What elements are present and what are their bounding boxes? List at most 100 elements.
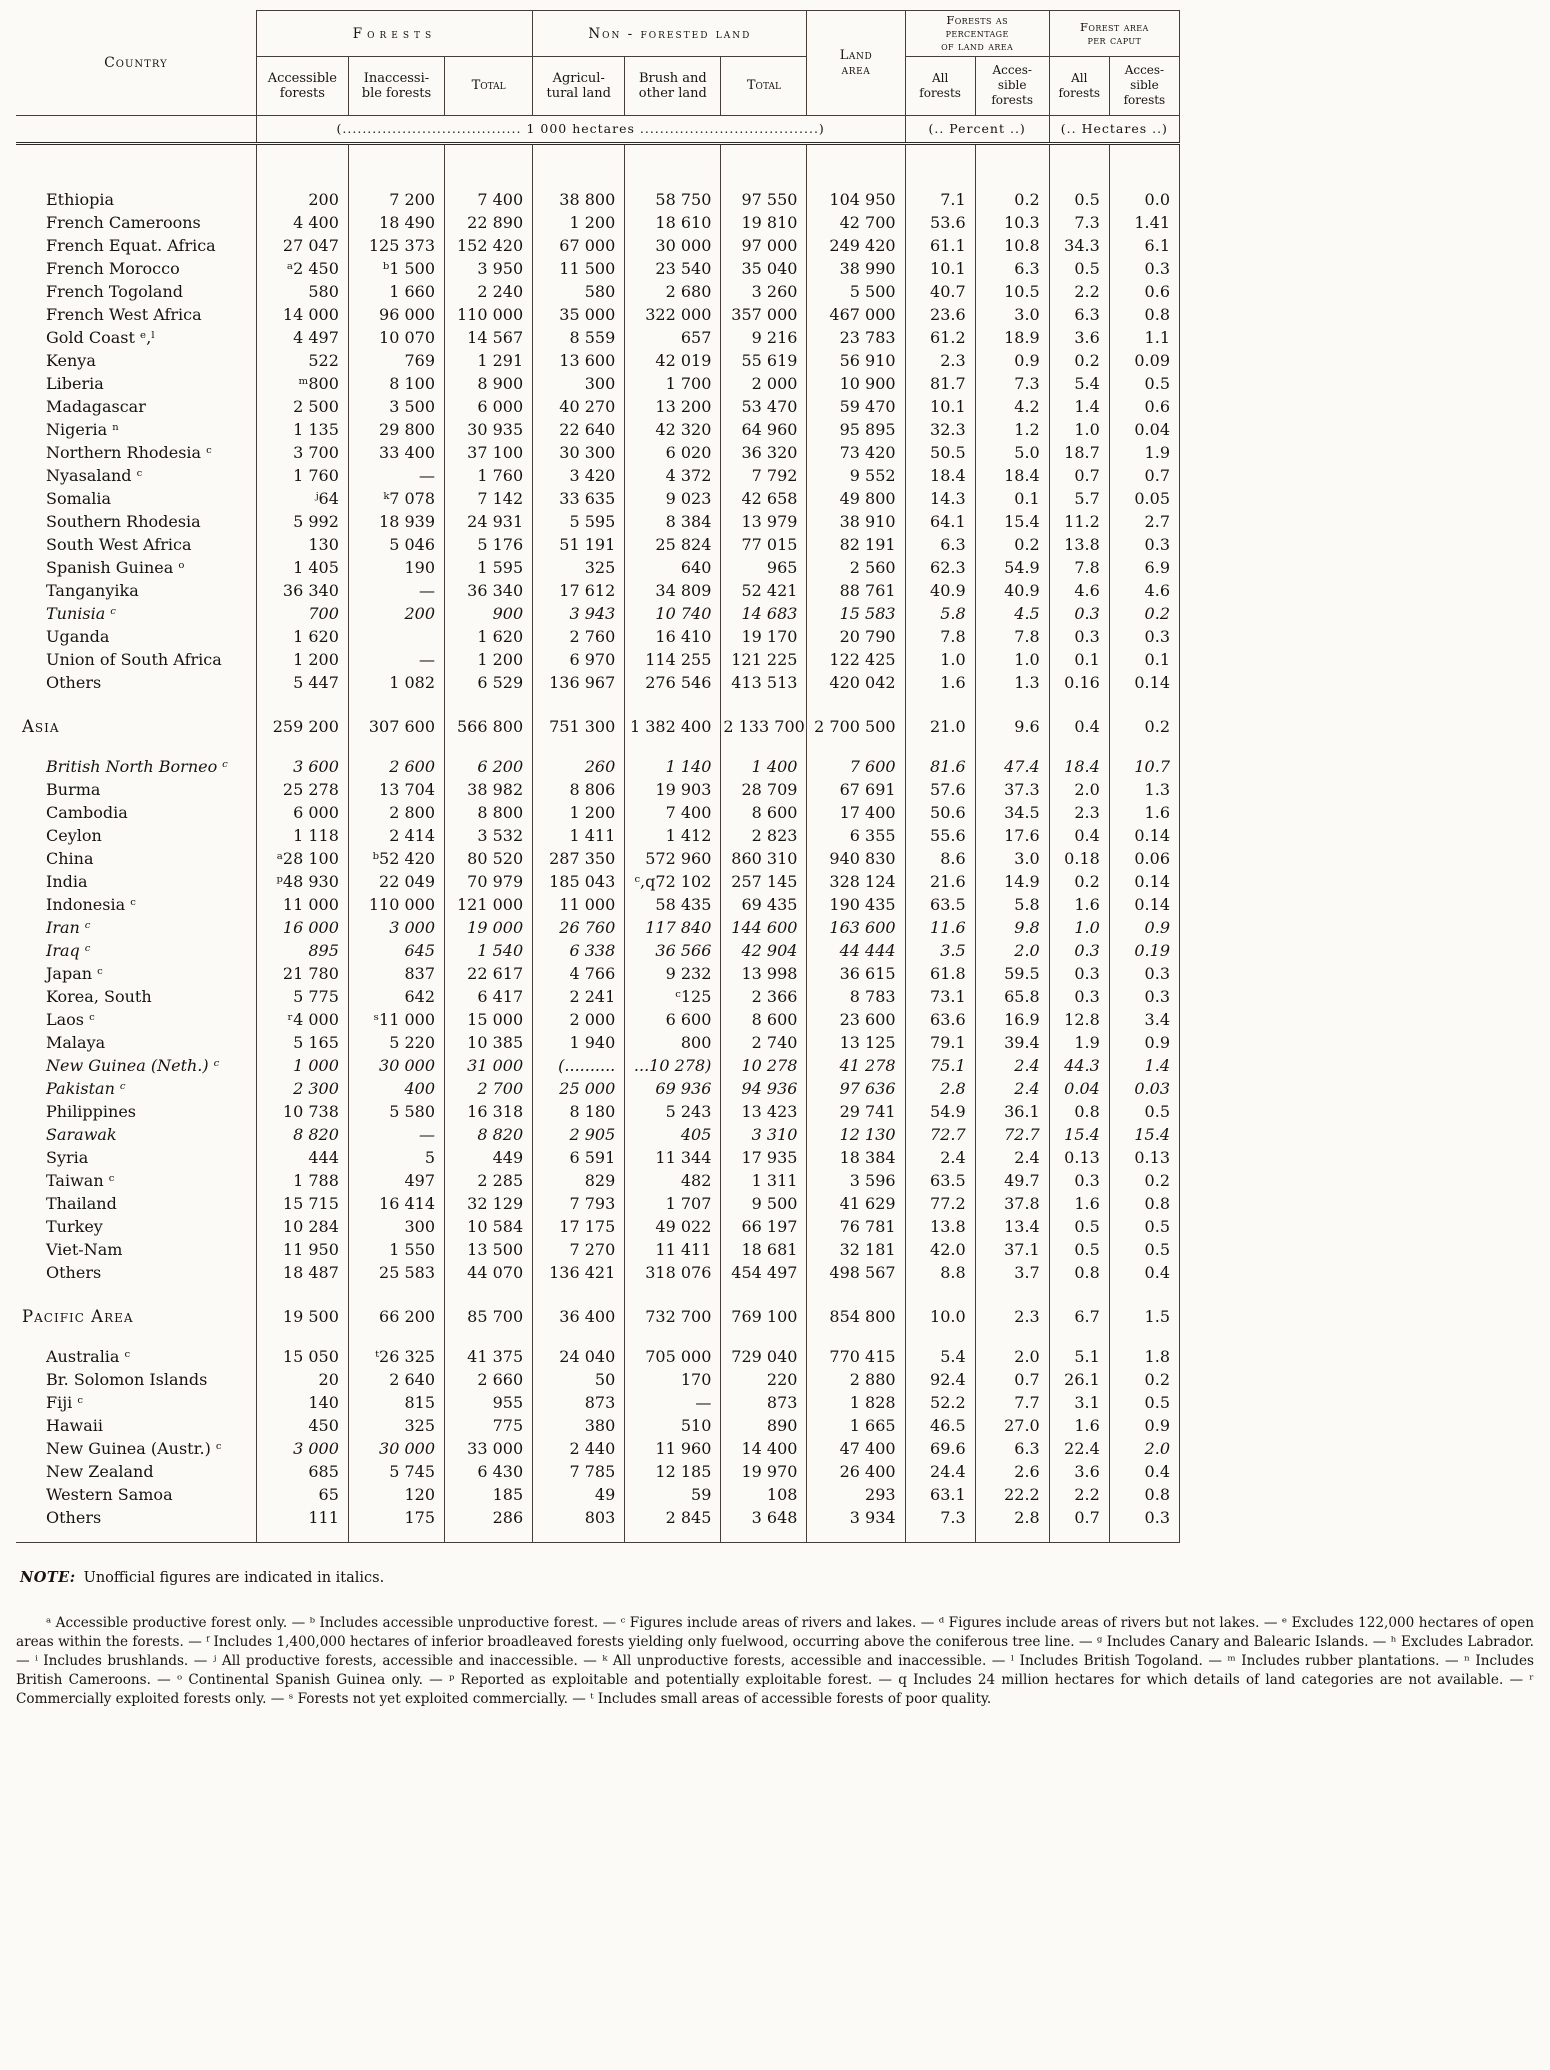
value-cell: 5 500 xyxy=(806,280,906,303)
section-total-row: Pacific Area 19 500 66 200 85 700 36 400 732 … xyxy=(16,1284,1181,1345)
value-cell: 57.6 xyxy=(905,778,976,801)
country-row: Uganda 1 620 1 620 2 760 16 410 19 170 20 790 7… xyxy=(16,625,1181,648)
value-cell: — xyxy=(624,1391,722,1414)
value-cell: 380 xyxy=(532,1414,626,1437)
value-cell: 413 513 xyxy=(720,671,808,694)
value-cell: 0.3 xyxy=(1049,962,1110,985)
value-cell: 65.8 xyxy=(975,985,1050,1008)
value-cell: 4.6 xyxy=(1109,579,1181,602)
value-cell: 34.3 xyxy=(1049,234,1110,257)
value-cell: 14 000 xyxy=(256,303,349,326)
value-cell: 114 255 xyxy=(624,648,722,671)
value-cell: 3 000 xyxy=(256,1437,349,1460)
value-cell: 854 800 xyxy=(806,1284,906,1345)
value-cell: 77.2 xyxy=(905,1192,976,1215)
country-row: Thailand 15 715 16 414 32 129 7 793 1 707 9 50… xyxy=(16,1192,1181,1215)
value-cell: 38 800 xyxy=(532,143,626,211)
country-row: Ceylon 1 118 2 414 3 532 1 411 1 412 2 823 6 35… xyxy=(16,824,1181,847)
value-cell: 5 220 xyxy=(348,1031,446,1054)
country-row: New Zealand 685 5 745 6 430 7 785 12 185 19 97… xyxy=(16,1460,1181,1483)
country-name: Indonesia ᶜ xyxy=(16,893,257,916)
sub-header-row: Accessible forests Inaccessi- ble forest… xyxy=(16,56,1181,116)
value-cell: 120 xyxy=(348,1483,446,1506)
value-cell: 23 600 xyxy=(806,1008,906,1031)
note-label: NOTE: xyxy=(20,1569,76,1586)
value-cell: 6 338 xyxy=(532,939,626,962)
value-cell: 0.04 xyxy=(1049,1077,1110,1100)
value-cell: 7 142 xyxy=(444,487,534,510)
units-hectares: (.................................... 1 … xyxy=(256,115,906,145)
value-cell: 0.14 xyxy=(1109,671,1181,694)
value-cell: 1 550 xyxy=(348,1238,446,1261)
value-cell: 5 580 xyxy=(348,1100,446,1123)
value-cell: 140 xyxy=(256,1391,349,1414)
country-row: Syria 444 5 449 6 591 11 344 17 935 18 384 2.4 2.… xyxy=(16,1146,1181,1169)
value-cell: 220 xyxy=(720,1368,808,1391)
country-row: Malaya 5 165 5 220 10 385 1 940 800 2 740 13 12… xyxy=(16,1031,1181,1054)
value-cell: 110 000 xyxy=(444,303,534,326)
value-cell: ᵇ52 420 xyxy=(348,847,446,870)
value-cell: 7.7 xyxy=(975,1391,1050,1414)
value-cell: 31 000 xyxy=(444,1054,534,1077)
country-row: Iraq ᶜ 895 645 1 540 6 338 36 566 42 904 44 444… xyxy=(16,939,1181,962)
value-cell: 72.7 xyxy=(905,1123,976,1146)
value-cell: 1.1 xyxy=(1109,326,1181,349)
value-cell: 40.7 xyxy=(905,280,976,303)
value-cell: 1 200 xyxy=(532,211,626,234)
value-cell: 2 660 xyxy=(444,1368,534,1391)
value-cell: 152 420 xyxy=(444,234,534,257)
value-cell: 0.7 xyxy=(1049,464,1110,487)
value-cell: 29 741 xyxy=(806,1100,906,1123)
value-cell: 40 270 xyxy=(532,395,626,418)
value-cell: 7 793 xyxy=(532,1192,626,1215)
value-cell: 0.3 xyxy=(1109,962,1181,985)
value-cell: ᵃ28 100 xyxy=(256,847,349,870)
value-cell: 42 320 xyxy=(624,418,722,441)
country-row: Tanganyika 36 340—36 340 17 612 34 809 52 42… xyxy=(16,579,1181,602)
value-cell: 53.6 xyxy=(905,211,976,234)
value-cell: 46.5 xyxy=(905,1414,976,1437)
country-name: New Guinea (Neth.) ᶜ xyxy=(16,1054,257,1077)
value-cell: 2 285 xyxy=(444,1169,534,1192)
value-cell: 6 417 xyxy=(444,985,534,1008)
value-cell: 17.6 xyxy=(975,824,1050,847)
country-row: India ᵖ48 930 22 049 70 979 185 043 ᶜ,q72 102… xyxy=(16,870,1181,893)
country-name: Pakistan ᶜ xyxy=(16,1077,257,1100)
value-cell: 10 284 xyxy=(256,1215,349,1238)
value-cell: 10 740 xyxy=(624,602,722,625)
value-cell: 2.3 xyxy=(975,1284,1050,1345)
value-cell: 0.13 xyxy=(1049,1146,1110,1169)
country-row: Br. Solomon Islands 20 2 640 2 660 50 170 220 2… xyxy=(16,1368,1181,1391)
country-name: Western Samoa xyxy=(16,1483,257,1506)
value-cell: 2 240 xyxy=(444,280,534,303)
value-cell: 13 979 xyxy=(720,510,808,533)
value-cell: 522 xyxy=(256,349,349,372)
value-cell: 75.1 xyxy=(905,1054,976,1077)
value-cell: 769 100 xyxy=(720,1284,808,1345)
country-row: French Togoland 580 1 660 2 240 580 2 680 3 26… xyxy=(16,280,1181,303)
value-cell: 940 830 xyxy=(806,847,906,870)
value-cell: 69 435 xyxy=(720,893,808,916)
value-cell: 700 xyxy=(256,602,349,625)
value-cell: 7.8 xyxy=(1049,556,1110,579)
value-cell: 10 278 xyxy=(720,1054,808,1077)
value-cell: 16 318 xyxy=(444,1100,534,1123)
value-cell: 0.9 xyxy=(1109,916,1181,939)
country-name: Cambodia xyxy=(16,801,257,824)
value-cell: 8 559 xyxy=(532,326,626,349)
value-cell: 63.6 xyxy=(905,1008,976,1031)
value-cell: 1 940 xyxy=(532,1031,626,1054)
value-cell: 0.2 xyxy=(1049,349,1110,372)
value-cell: 0.8 xyxy=(1049,1261,1110,1284)
country-row: Turkey 10 284 300 10 584 17 175 49 022 66 197 7… xyxy=(16,1215,1181,1238)
value-cell: 4.5 xyxy=(975,602,1050,625)
country-name: South West Africa xyxy=(16,533,257,556)
country-row: Ethiopia 200 7 200 7 400 38 800 58 750 97 550 1… xyxy=(16,143,1181,211)
value-cell: 293 xyxy=(806,1483,906,1506)
value-cell: 18.4 xyxy=(1049,755,1110,778)
value-cell: 4 372 xyxy=(624,464,722,487)
value-cell: 0.5 xyxy=(1049,1238,1110,1261)
value-cell: 2 366 xyxy=(720,985,808,1008)
